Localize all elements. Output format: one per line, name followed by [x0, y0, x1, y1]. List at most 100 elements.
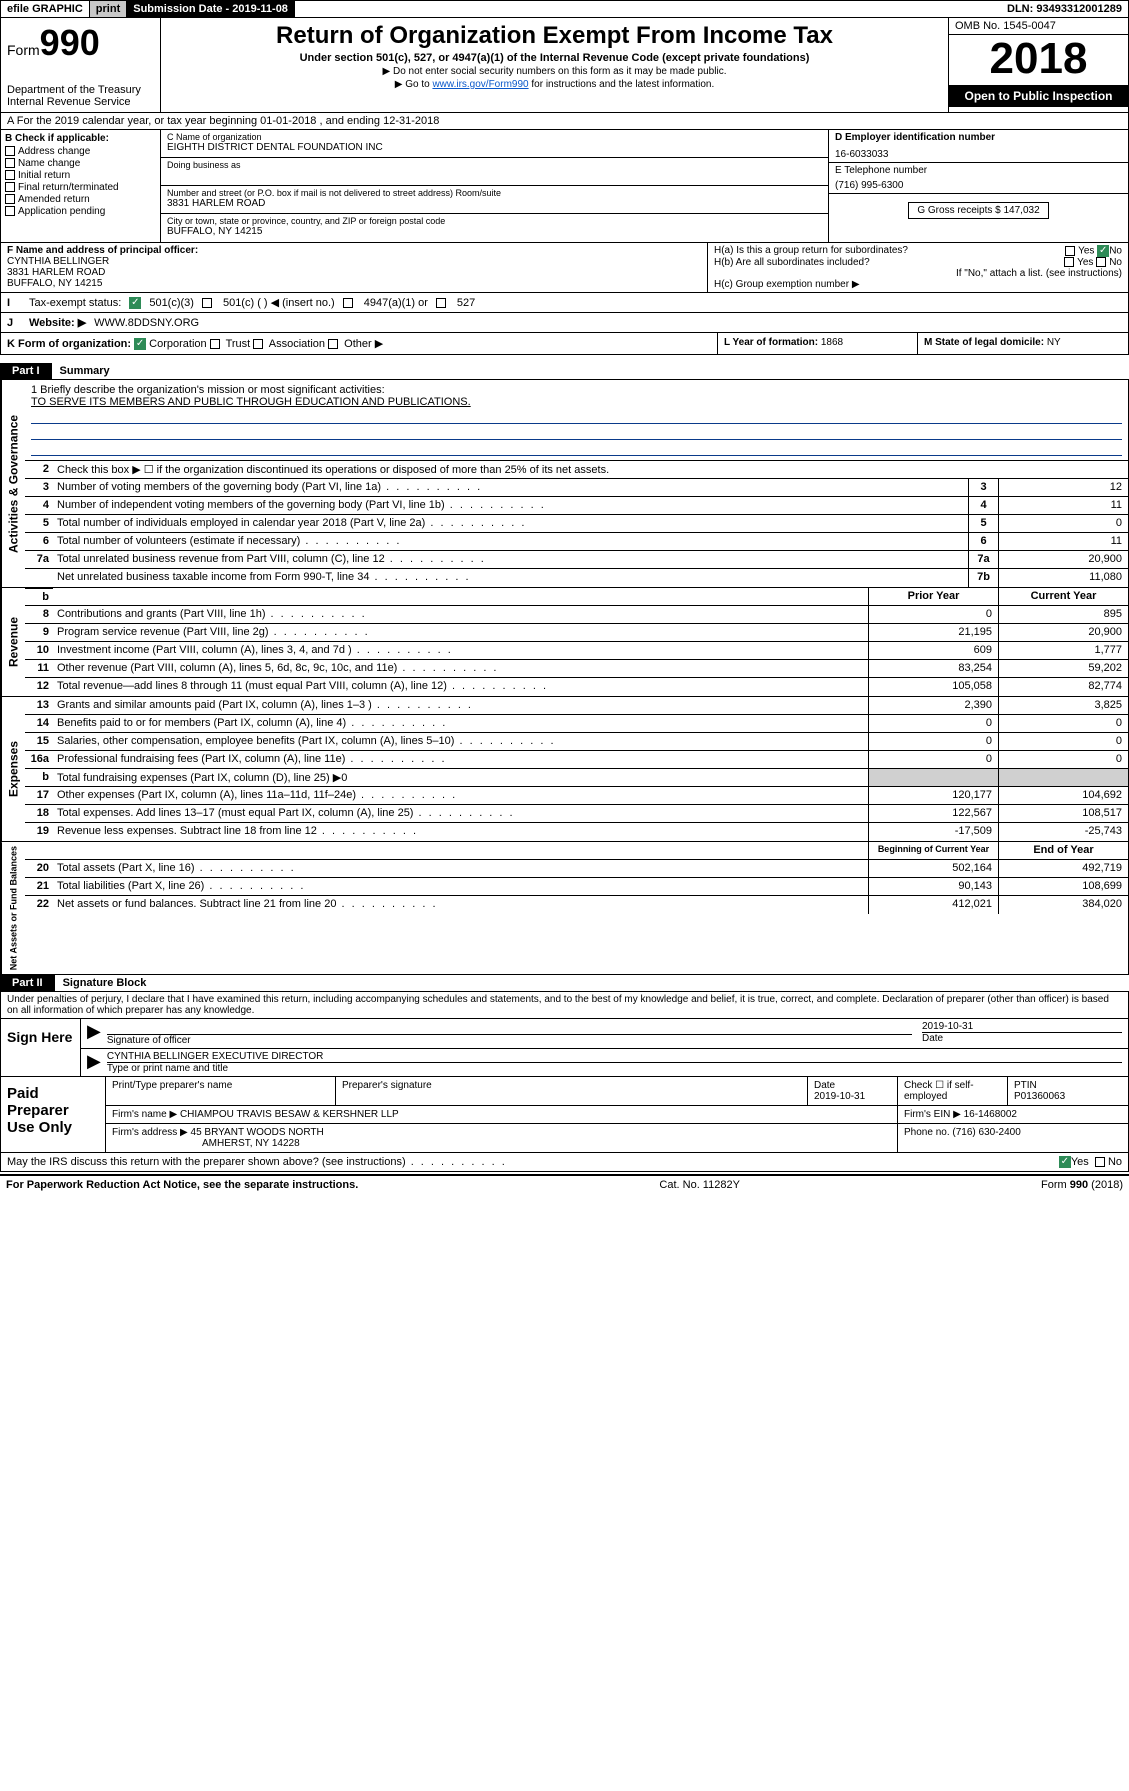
summary-row: 21Total liabilities (Part X, line 26)90,…	[25, 878, 1128, 896]
note-ssn: ▶ Do not enter social security numbers o…	[171, 66, 938, 77]
footer-right: Form 990 (2018)	[1041, 1179, 1123, 1191]
firm-phone-label: Phone no.	[904, 1127, 950, 1138]
part-2-tab: Part II	[0, 975, 55, 991]
sign-here-block: Sign Here ▶ Signature of officer 2019-10…	[0, 1019, 1129, 1077]
summary-row: 14Benefits paid to or for members (Part …	[25, 715, 1128, 733]
phone: (716) 995-6300	[835, 180, 1122, 191]
part-1-title: Summary	[60, 365, 110, 377]
irs-link[interactable]: www.irs.gov/Form990	[432, 79, 528, 90]
print-button[interactable]: print	[90, 1, 127, 17]
sig-date: 2019-10-31	[922, 1021, 1122, 1033]
opt-501c: 501(c) ( ) ◀ (insert no.)	[223, 296, 335, 309]
domicile: NY	[1047, 337, 1061, 348]
prior-year-hdr: Prior Year	[868, 588, 998, 605]
officer-addr1: 3831 HARLEM ROAD	[7, 267, 701, 278]
sign-here-label: Sign Here	[1, 1019, 81, 1076]
summary-row: 3Number of voting members of the governi…	[25, 479, 1128, 497]
summary-row: 17Other expenses (Part IX, column (A), l…	[25, 787, 1128, 805]
officer-label: F Name and address of principal officer:	[7, 245, 198, 256]
opt-assoc: Association	[269, 338, 325, 350]
ha-question: H(a) Is this a group return for subordin…	[714, 245, 908, 257]
penalties-text: Under penalties of perjury, I declare th…	[0, 992, 1129, 1019]
gross-label: G Gross receipts $	[917, 205, 1000, 216]
summary-row: 16aProfessional fundraising fees (Part I…	[25, 751, 1128, 769]
topbar: efile GRAPHIC print Submission Date - 20…	[0, 0, 1129, 18]
check-501c-icon	[202, 298, 212, 308]
mission-block: 1 Briefly describe the organization's mi…	[25, 380, 1128, 461]
mission-question: 1 Briefly describe the organization's mi…	[31, 384, 1122, 396]
opt-trust: Trust	[226, 338, 251, 350]
summary-row: Net unrelated business taxable income fr…	[25, 569, 1128, 587]
opt-corp: Corporation	[149, 338, 206, 350]
m-label: M State of legal domicile:	[924, 337, 1044, 348]
opt-4947: 4947(a)(1) or	[364, 297, 428, 309]
prep-date-hdr: Date	[814, 1080, 835, 1091]
open-inspection: Open to Public Inspection	[949, 85, 1128, 107]
sidelabel-nab: Net Assets or Fund Balances	[1, 842, 25, 974]
checkbox-option[interactable]: Initial return	[5, 170, 156, 181]
gross-receipts-box: G Gross receipts $ 147,032	[908, 202, 1048, 219]
sig-name-label: Type or print name and title	[107, 1063, 1122, 1074]
officer-name: CYNTHIA BELLINGER	[7, 256, 701, 267]
submission-date: Submission Date - 2019-11-08	[127, 1, 295, 17]
row-j-website: J Website: ▶ WWW.8DDSNY.ORG	[0, 313, 1129, 333]
c-name-label: C Name of organization	[167, 132, 822, 142]
dln: DLN: 93493312001289	[1001, 1, 1128, 17]
opt-501c3: 501(c)(3)	[149, 297, 194, 309]
checkbox-option[interactable]: Amended return	[5, 194, 156, 205]
section-net-assets: Net Assets or Fund Balances Beginning of…	[0, 842, 1129, 975]
gross-value: 147,032	[1003, 205, 1039, 216]
section-activities-governance: Activities & Governance 1 Briefly descri…	[0, 380, 1129, 588]
prep-date: 2019-10-31	[814, 1091, 865, 1102]
summary-row: 22Net assets or fund balances. Subtract …	[25, 896, 1128, 914]
nab-header-row: Beginning of Current Year End of Year	[25, 842, 1128, 860]
checkbox-option[interactable]: Address change	[5, 146, 156, 157]
dba-label: Doing business as	[167, 160, 822, 170]
part-1-tab: Part I	[0, 363, 52, 379]
page-footer: For Paperwork Reduction Act Notice, see …	[0, 1174, 1129, 1194]
sidelabel-expenses: Expenses	[1, 697, 25, 841]
checkbox-option[interactable]: Name change	[5, 158, 156, 169]
checkbox-option[interactable]: Final return/terminated	[5, 182, 156, 193]
self-employed: Check ☐ if self-employed	[898, 1077, 1008, 1105]
l-label: L Year of formation:	[724, 337, 818, 348]
arrow-icon: ▶	[87, 1051, 101, 1074]
part-1-header: Part I Summary	[0, 363, 1129, 380]
hb-answer: Yes No	[1064, 257, 1122, 268]
opt-527: 527	[457, 297, 475, 309]
summary-row: 11Other revenue (Part VIII, column (A), …	[25, 660, 1128, 678]
summary-row: 5Total number of individuals employed in…	[25, 515, 1128, 533]
form-num: 990	[40, 22, 100, 63]
firm-ein: 16-1468002	[964, 1109, 1017, 1120]
check-corp-icon: ✓	[134, 338, 146, 350]
summary-row: 12Total revenue—add lines 8 through 11 (…	[25, 678, 1128, 696]
summary-row: 8Contributions and grants (Part VIII, li…	[25, 606, 1128, 624]
summary-row: 20Total assets (Part X, line 16)502,1644…	[25, 860, 1128, 878]
form-subtitle: Under section 501(c), 527, or 4947(a)(1)…	[171, 52, 938, 64]
ha-answer: Yes ✓No	[1065, 245, 1122, 257]
ptin-hdr: PTIN	[1014, 1080, 1037, 1091]
sig-name: CYNTHIA BELLINGER EXECUTIVE DIRECTOR	[107, 1051, 1122, 1063]
mission-text: TO SERVE ITS MEMBERS AND PUBLIC THROUGH …	[31, 396, 1122, 408]
firm-addr: 45 BRYANT WOODS NORTH	[191, 1127, 324, 1138]
checkbox-option[interactable]: Application pending	[5, 206, 156, 217]
k-label: K Form of organization:	[7, 338, 131, 350]
row-klm: K Form of organization: ✓ Corporation Tr…	[0, 333, 1129, 355]
note-pre: ▶ Go to	[395, 79, 433, 90]
row-a-text: A For the 2019 calendar year, or tax yea…	[7, 115, 439, 127]
city-label: City or town, state or province, country…	[167, 216, 822, 226]
summary-row: 13Grants and similar amounts paid (Part …	[25, 697, 1128, 715]
may-irs-row: May the IRS discuss this return with the…	[0, 1153, 1129, 1172]
arrow-icon: ▶	[87, 1021, 101, 1046]
note-post: for instructions and the latest informat…	[529, 79, 715, 90]
addr-label: Number and street (or P.O. box if mail i…	[167, 188, 822, 198]
section-expenses: Expenses 13Grants and similar amounts pa…	[0, 697, 1129, 842]
summary-row: 4Number of independent voting members of…	[25, 497, 1128, 515]
prep-sig-hdr: Preparer's signature	[336, 1077, 808, 1105]
ein: 16-6033033	[835, 149, 1122, 160]
paid-preparer-block: Paid Preparer Use Only Print/Type prepar…	[0, 1077, 1129, 1153]
section-revenue: Revenue b Prior Year Current Year 8Contr…	[0, 588, 1129, 697]
may-irs-question: May the IRS discuss this return with the…	[7, 1156, 406, 1168]
note-link: ▶ Go to www.irs.gov/Form990 for instruct…	[171, 79, 938, 90]
j-label: Website: ▶	[29, 316, 86, 329]
